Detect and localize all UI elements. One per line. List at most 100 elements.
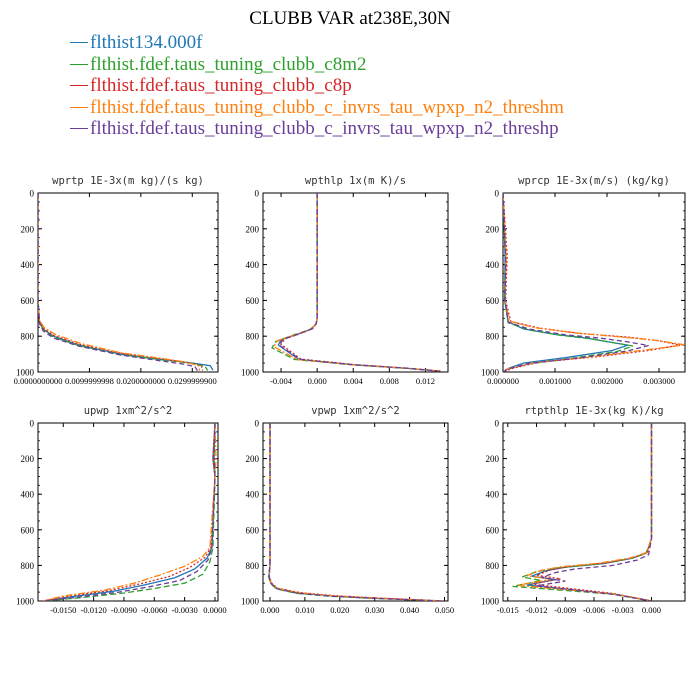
- y-tick-label: 400: [246, 490, 260, 500]
- legend-label: flthist.fdef.taus_tuning_clubb_c_invrs_t…: [90, 118, 559, 139]
- y-tick-label: 1000: [481, 597, 500, 607]
- y-tick-label: 1000: [16, 597, 35, 607]
- x-tick-label: 0.0299999900: [168, 376, 217, 386]
- y-tick-label: 800: [246, 332, 260, 342]
- y-tick-label: 600: [246, 296, 260, 306]
- x-tick-label: -0.006: [583, 605, 605, 615]
- x-tick-label: 0.040: [400, 605, 419, 615]
- x-tick-label: 0.0000: [203, 605, 226, 615]
- series-line: [526, 423, 653, 601]
- y-tick-label: 200: [21, 224, 35, 234]
- y-tick-label: 800: [246, 561, 260, 571]
- figure-title: CLUBB VAR at238E,30N: [249, 8, 451, 29]
- x-tick-label: 0.004: [344, 376, 364, 386]
- y-tick-label: 600: [486, 296, 500, 306]
- series-line: [271, 193, 440, 372]
- plot-frame: [37, 192, 219, 373]
- x-tick-label: -0.003: [612, 605, 634, 615]
- plot-frame: [262, 422, 449, 602]
- panel-title: wprtp 1E-3x(m kg)/(s kg): [52, 175, 204, 187]
- legend-label: flthist.fdef.taus_tuning_clubb_c_invrs_t…: [90, 96, 564, 118]
- y-tick-label: 600: [21, 525, 35, 535]
- series-line: [43, 423, 216, 601]
- panel-title: wprcp 1E-3x(m/s) (kg/kg): [518, 175, 670, 187]
- series-line: [503, 193, 680, 372]
- y-tick-label: 400: [486, 260, 500, 270]
- series-line: [503, 193, 649, 372]
- series-line: [267, 423, 442, 601]
- series-line: [38, 193, 201, 371]
- y-tick-label: 0: [30, 419, 35, 429]
- legend-label: flthist134.000f: [90, 32, 203, 53]
- y-tick-label: 800: [486, 561, 500, 571]
- y-tick-label: 200: [246, 224, 260, 234]
- chart-panel: wprtp 1E-3x(m kg)/(s kg) 0 200 400 600 800 100…: [14, 175, 219, 386]
- series-line: [38, 193, 198, 372]
- series-line: [531, 423, 653, 601]
- series-line: [43, 423, 216, 601]
- series-line: [280, 193, 442, 372]
- plot-frame: [262, 192, 449, 373]
- y-tick-label: 1000: [241, 368, 260, 378]
- x-tick-label: 0.000: [260, 605, 279, 615]
- series-line: [268, 423, 443, 601]
- x-tick-label: 0.001000: [539, 376, 571, 386]
- series-line: [277, 193, 440, 372]
- y-tick-label: 400: [486, 490, 500, 500]
- y-tick-label: 400: [21, 260, 35, 270]
- x-tick-label: 0.002000: [591, 376, 623, 386]
- x-tick-label: 0.0000000000: [14, 376, 63, 386]
- y-tick-label: 0: [495, 189, 500, 199]
- y-tick-label: 200: [246, 454, 260, 464]
- series-line: [503, 193, 685, 372]
- y-tick-label: 1000: [481, 368, 500, 378]
- series-line: [268, 423, 445, 601]
- x-tick-label: -0.0030: [172, 605, 198, 615]
- x-tick-label: 0.050: [435, 605, 454, 615]
- x-tick-label: -0.0060: [141, 605, 167, 615]
- legend-swatch: [70, 128, 88, 129]
- x-tick-label: 0.020: [330, 605, 349, 615]
- series-line: [536, 423, 653, 601]
- series-line: [43, 423, 216, 601]
- chart-panel: upwp 1xm^2/s^2 0 200 400 600 800 1000 -0.0150 -0…: [16, 405, 227, 615]
- series-line: [42, 423, 216, 601]
- series-line: [272, 193, 440, 372]
- x-tick-label: -0.0150: [50, 605, 76, 615]
- series-line: [38, 193, 204, 371]
- series-line: [38, 193, 209, 371]
- series-line: [503, 193, 634, 372]
- y-tick-label: 400: [246, 260, 260, 270]
- y-tick-label: 600: [246, 525, 260, 535]
- x-tick-label: -0.0090: [111, 605, 137, 615]
- chart-panel: wpthlp 1x(m K)/s 0 200 400 600 800 1000 -0.004 0…: [241, 175, 449, 386]
- panel-title: wpthlp 1x(m K)/s: [305, 175, 406, 187]
- x-tick-label: -0.0120: [81, 605, 107, 615]
- legend-swatch: [70, 85, 88, 86]
- series-line: [512, 423, 653, 601]
- series-line: [38, 193, 214, 371]
- y-tick-label: 200: [486, 454, 500, 464]
- y-tick-label: 0: [495, 419, 500, 429]
- y-tick-label: 1000: [16, 368, 35, 378]
- x-tick-label: -0.004: [270, 376, 293, 386]
- y-tick-label: 200: [486, 224, 500, 234]
- x-tick-label: 0.008: [380, 376, 399, 386]
- series-line: [268, 423, 442, 601]
- legend-label: flthist.fdef.taus_tuning_clubb_c8m2: [90, 53, 367, 75]
- x-tick-label: 0.0099999998: [65, 376, 114, 386]
- x-tick-label: 0.000: [642, 605, 661, 615]
- series-line: [278, 193, 439, 372]
- x-tick-label: 0.000000: [487, 376, 519, 386]
- y-tick-label: 800: [21, 332, 35, 342]
- y-tick-label: 1000: [241, 597, 260, 607]
- plot-frame: [502, 192, 686, 373]
- y-tick-label: 800: [21, 561, 35, 571]
- legend-label: flthist.fdef.taus_tuning_clubb_c8p: [90, 75, 352, 96]
- panel-title: rtpthlp 1E-3x(kg K)/kg: [524, 405, 663, 417]
- x-tick-label: 0.003000: [643, 376, 675, 386]
- y-tick-label: 600: [21, 296, 35, 306]
- panel-title: upwp 1xm^2/s^2: [84, 405, 173, 417]
